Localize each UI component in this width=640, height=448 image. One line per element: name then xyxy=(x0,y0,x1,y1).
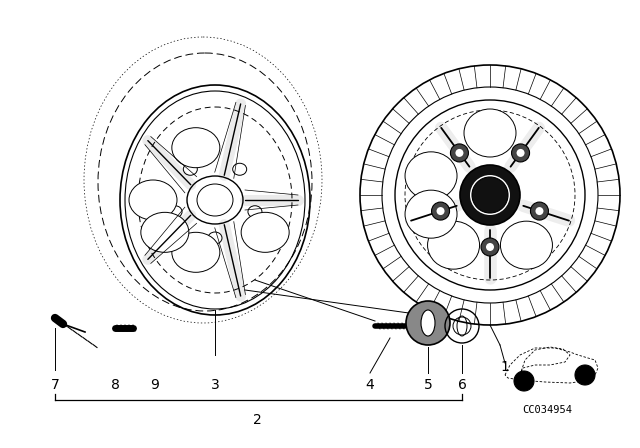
Ellipse shape xyxy=(405,190,457,238)
Circle shape xyxy=(514,371,534,391)
Circle shape xyxy=(470,175,510,215)
Ellipse shape xyxy=(421,310,435,336)
Text: 7: 7 xyxy=(51,378,60,392)
Circle shape xyxy=(511,144,529,162)
Circle shape xyxy=(516,149,525,157)
Circle shape xyxy=(486,243,494,251)
Text: CC034954: CC034954 xyxy=(522,405,572,415)
Ellipse shape xyxy=(241,212,289,252)
Circle shape xyxy=(472,177,508,213)
Text: 2: 2 xyxy=(253,413,261,427)
Text: 4: 4 xyxy=(365,378,374,392)
Circle shape xyxy=(531,202,548,220)
Circle shape xyxy=(460,165,520,225)
Text: 6: 6 xyxy=(458,378,467,392)
Ellipse shape xyxy=(405,152,457,200)
Text: 9: 9 xyxy=(150,378,159,392)
Circle shape xyxy=(481,238,499,256)
Ellipse shape xyxy=(500,221,552,269)
Circle shape xyxy=(456,149,463,157)
Text: 8: 8 xyxy=(111,378,120,392)
Text: 5: 5 xyxy=(424,378,433,392)
Circle shape xyxy=(575,365,595,385)
Circle shape xyxy=(436,207,445,215)
Circle shape xyxy=(536,207,543,215)
Ellipse shape xyxy=(428,221,479,269)
Ellipse shape xyxy=(464,109,516,157)
Ellipse shape xyxy=(129,180,177,220)
Ellipse shape xyxy=(172,233,220,272)
Text: 1: 1 xyxy=(500,360,509,374)
Circle shape xyxy=(431,202,449,220)
Text: 3: 3 xyxy=(211,378,220,392)
Circle shape xyxy=(406,301,450,345)
Ellipse shape xyxy=(172,128,220,168)
Ellipse shape xyxy=(141,212,189,252)
Circle shape xyxy=(451,144,468,162)
